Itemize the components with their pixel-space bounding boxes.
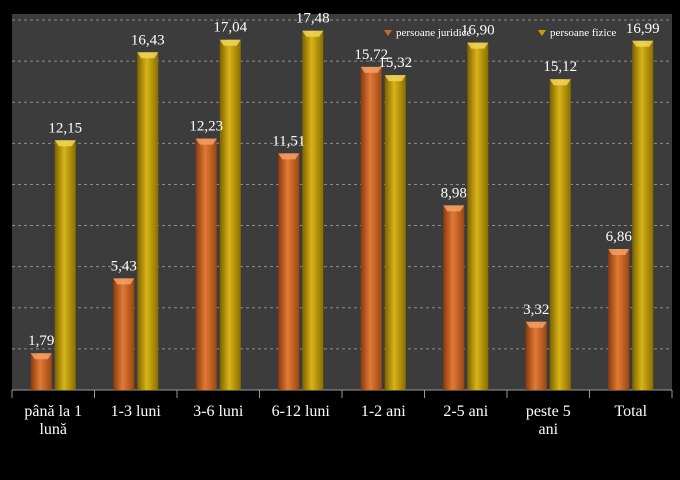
bar-fizice-5 — [467, 42, 489, 390]
bar-fizice-6 — [549, 79, 571, 390]
bar-fizice-7 — [632, 40, 654, 391]
bar-juridice-0 — [30, 353, 52, 390]
bar-juridice-5 — [443, 205, 465, 390]
bar-fizice-3 — [302, 30, 324, 390]
bar-fizice-4 — [384, 75, 406, 390]
legend-entry: persoane juridice — [396, 27, 472, 39]
bar-fizice-2 — [219, 39, 241, 390]
data-label: 6,86 — [606, 229, 633, 245]
bar-juridice-7 — [608, 248, 630, 390]
x-tick-label: 2-5 ani — [443, 403, 488, 420]
data-label: 16,43 — [131, 32, 165, 48]
bar-cap — [278, 153, 300, 160]
x-tick-label: 3-6 luni — [193, 403, 244, 420]
bar-juridice-2 — [195, 138, 217, 390]
bar-cap — [384, 75, 406, 82]
bar-cap — [302, 30, 324, 37]
data-label: 1,79 — [28, 333, 54, 349]
bar-cap — [443, 205, 465, 212]
bar-juridice-1 — [113, 278, 135, 390]
x-tick-label: până la 1 — [24, 403, 82, 420]
data-label: 15,72 — [354, 47, 388, 63]
bar-cap — [219, 39, 241, 46]
bar-cap — [195, 138, 217, 145]
x-tick-label: 1-3 luni — [111, 403, 162, 420]
data-label: 16,90 — [461, 23, 495, 39]
data-label: 11,51 — [272, 133, 305, 149]
x-tick-label: Total — [614, 403, 647, 420]
data-label: 8,98 — [441, 185, 467, 201]
data-label: 12,23 — [189, 119, 223, 135]
legend-swatch — [384, 30, 392, 36]
bar-cap — [54, 140, 76, 147]
x-tick-label: lună — [39, 421, 67, 438]
bar-fizice-1 — [137, 52, 159, 391]
data-label: 17,04 — [213, 20, 247, 36]
bar-cap — [360, 66, 382, 73]
x-tick-label: 1-2 ani — [361, 403, 406, 420]
data-label: 3,32 — [523, 302, 549, 318]
bar-cap — [525, 321, 547, 328]
bar-cap — [549, 79, 571, 86]
bar-juridice-4 — [360, 66, 382, 390]
bar-juridice-3 — [278, 153, 300, 390]
data-label: 12,15 — [48, 120, 82, 136]
data-label: 15,12 — [543, 59, 577, 75]
bar-cap — [113, 278, 135, 285]
legend-entry: persoane fizice — [550, 27, 616, 39]
bar-cap — [608, 248, 630, 255]
bar-cap — [632, 40, 654, 47]
data-label: 17,48 — [296, 11, 330, 27]
legend-swatch — [538, 30, 546, 36]
bar-cap — [137, 52, 159, 59]
x-tick-label: ani — [538, 421, 558, 438]
data-label: 5,43 — [111, 258, 137, 274]
x-tick-label: peste 5 — [526, 403, 571, 420]
x-tick-label: 6-12 luni — [272, 403, 331, 420]
bar-cap — [467, 42, 489, 49]
bar-juridice-6 — [525, 321, 547, 390]
data-label: 16,99 — [626, 21, 660, 37]
data-label: 15,32 — [378, 55, 412, 71]
bar-fizice-0 — [54, 140, 76, 390]
bar-cap — [30, 353, 52, 360]
